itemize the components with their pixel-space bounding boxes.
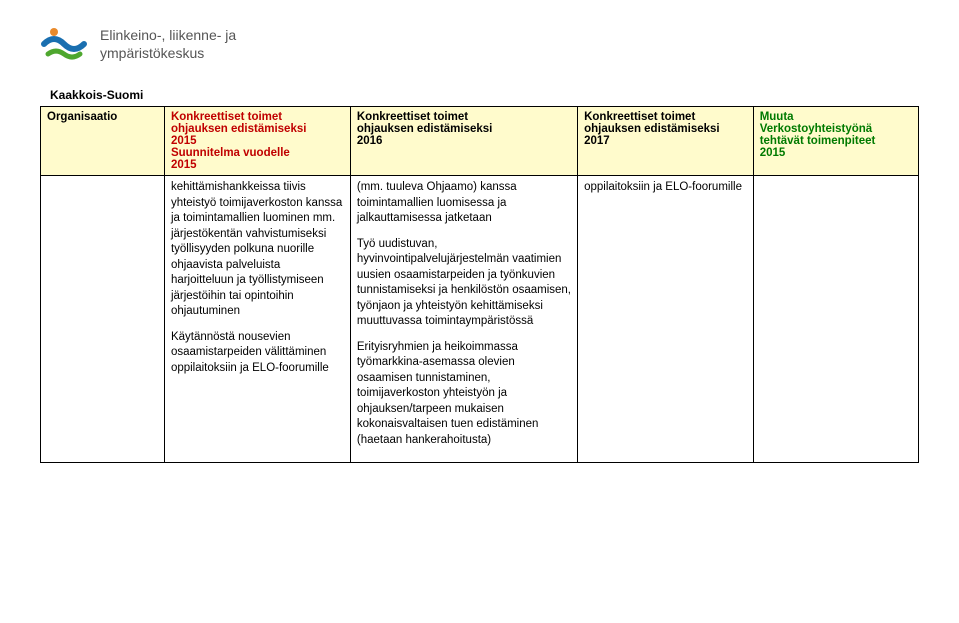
cell-org <box>41 176 165 463</box>
th-2017: Konkreettiset toimet ohjauksen edistämis… <box>578 107 754 176</box>
org-line2: ympäristökeskus <box>100 44 236 62</box>
cell-2017: oppilaitoksiin ja ELO-foorumille <box>578 176 754 463</box>
main-table: Organisaatio Konkreettiset toimet ohjauk… <box>40 106 919 463</box>
org-name: Elinkeino-, liikenne- ja ympäristökeskus <box>100 26 236 62</box>
th-muuta: Muuta Verkostoyhteistyönä tehtävät toime… <box>753 107 918 176</box>
org-line1: Elinkeino-, liikenne- ja <box>100 26 236 44</box>
cell-2015: kehittämishankkeissa tiivis yhteistyö to… <box>164 176 350 463</box>
cell-muuta <box>753 176 918 463</box>
cell-2016: (mm. tuuleva Ohjaamo) kanssa toimintamal… <box>350 176 577 463</box>
table-header-row: Organisaatio Konkreettiset toimet ohjauk… <box>41 107 919 176</box>
region-label: Kaakkois-Suomi <box>50 88 919 102</box>
th-2016: Konkreettiset toimet ohjauksen edistämis… <box>350 107 577 176</box>
page-header: Elinkeino-, liikenne- ja ympäristökeskus <box>40 20 919 68</box>
table-row: kehittämishankkeissa tiivis yhteistyö to… <box>41 176 919 463</box>
logo-icon <box>40 20 88 68</box>
th-2015-plan: Konkreettiset toimet ohjauksen edistämis… <box>164 107 350 176</box>
th-organisaatio: Organisaatio <box>41 107 165 176</box>
